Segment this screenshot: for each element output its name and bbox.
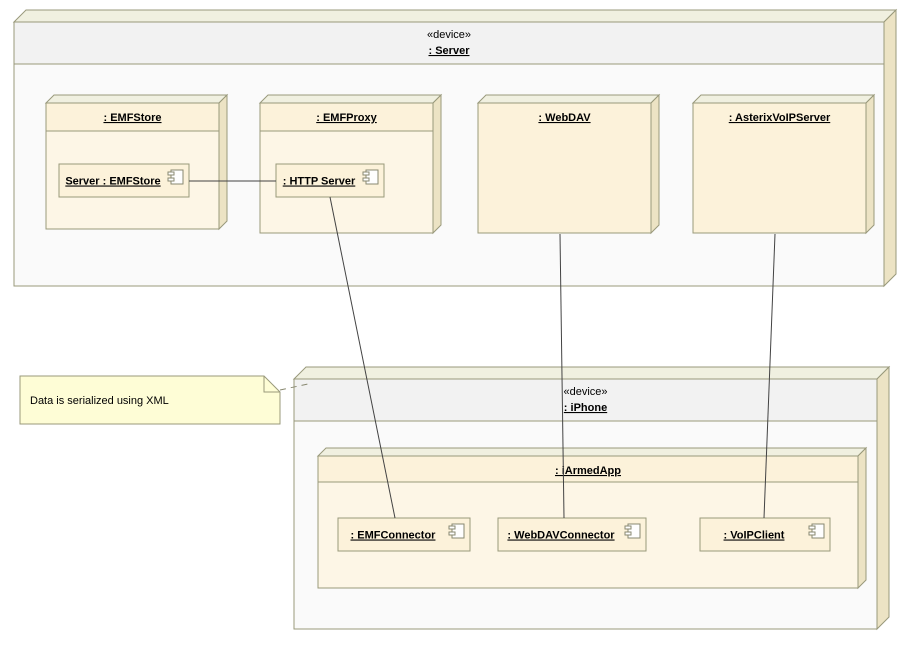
iphone-name: : iPhone bbox=[564, 402, 607, 414]
diagram-svg: «device» : Server : EMFStore : EMFProxy : We… bbox=[0, 0, 909, 650]
asterix-label: : AsterixVoIPServer bbox=[729, 112, 831, 124]
emfproxy-label: : EMFProxy bbox=[316, 112, 377, 124]
webdav-node: : WebDAV bbox=[478, 95, 659, 233]
emfconnector-component: : EMFConnector bbox=[338, 518, 470, 551]
emfconnector-component-label: : EMFConnector bbox=[351, 530, 437, 542]
http-server-component: : HTTP Server bbox=[276, 164, 384, 197]
webdavconnector-component-label: : WebDAVConnector bbox=[507, 530, 615, 542]
asterix-node: : AsterixVoIPServer bbox=[693, 95, 874, 233]
http-server-component-label: : HTTP Server bbox=[283, 176, 356, 188]
server-stereotype: «device» bbox=[427, 29, 471, 41]
deployment-diagram: «device» : Server : EMFStore : EMFProxy : We… bbox=[0, 0, 909, 650]
voipclient-component: : VoIPClient bbox=[700, 518, 830, 551]
emfstore-node: : EMFStore bbox=[46, 95, 227, 229]
iphone-stereotype: «device» bbox=[563, 386, 607, 398]
voipclient-component-label: : VoIPClient bbox=[724, 530, 785, 542]
webdav-label: : WebDAV bbox=[538, 112, 591, 124]
server-emfstore-component-label: Server : EMFStore bbox=[65, 176, 160, 188]
note-xml: Data is serialized using XML bbox=[20, 376, 280, 424]
emfstore-label: : EMFStore bbox=[103, 112, 161, 124]
server-emfstore-component: Server : EMFStore bbox=[59, 164, 189, 197]
webdavconnector-component: : WebDAVConnector bbox=[498, 518, 646, 551]
iarmedapp-label: : iArmedApp bbox=[555, 465, 621, 477]
note-xml-text: Data is serialized using XML bbox=[30, 395, 169, 407]
server-name: : Server bbox=[429, 45, 471, 57]
